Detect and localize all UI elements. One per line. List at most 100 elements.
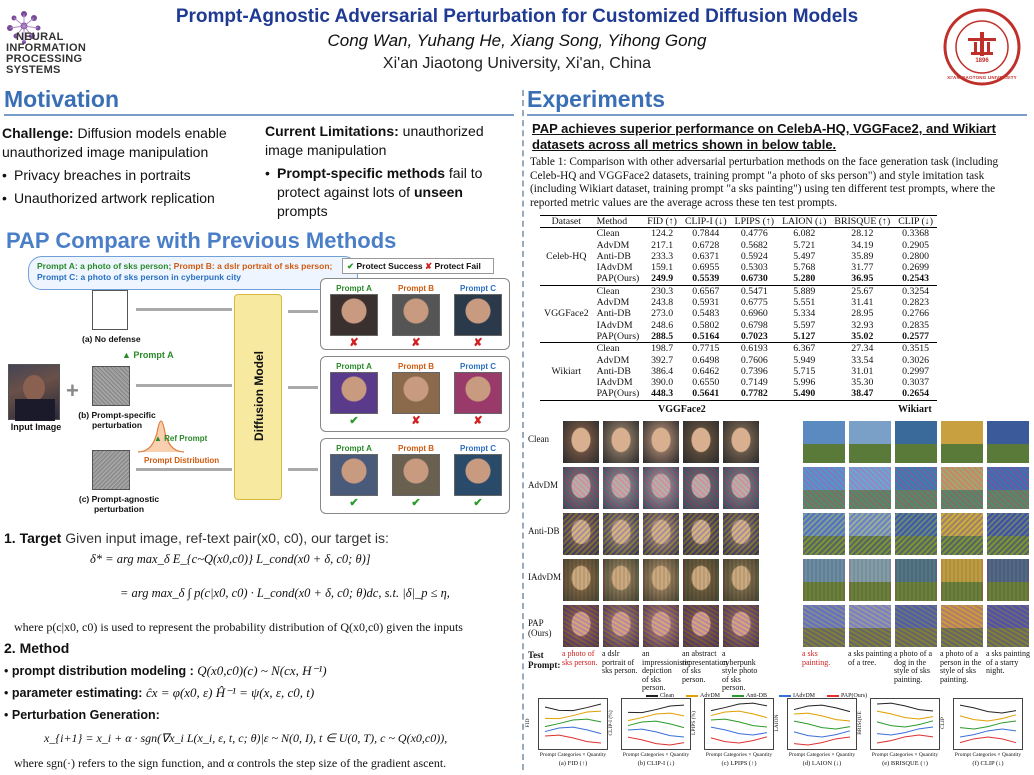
metric-cell: 35.30 [851,377,874,389]
plot-series-line [876,720,934,728]
legend-line-icon [732,694,745,697]
table-row: IAdvDM 248.6 0.5802 0.6798 5.597 32.93 0.2835 [540,320,937,331]
seal-center-text: 1896 [975,58,989,64]
metric-plot [953,698,1023,750]
qualitative-image [562,512,600,556]
method-cell: IAdvDM [596,377,633,389]
qualitative-image [562,604,600,648]
metric-cell: 448.3 [643,388,681,401]
plot-series-line [544,734,602,744]
plot-ylabel: CLIP-I (%) [608,710,614,736]
generated-image [454,454,502,496]
qualitative-image [940,512,984,556]
agnostic-perturbation [92,450,130,490]
method-cell: Clean [596,343,620,355]
metric-cell: 273.0 [651,308,674,320]
metric-cell: 0.2823 [902,297,930,309]
metric-cell: 243.8 [651,297,674,309]
qualitative-image [802,466,846,510]
grid-row-label: AdvDM [528,480,559,490]
prompt-dist-label: Prompt Distribution [144,456,220,465]
limitations-block: Current Limitations: unauthorized image … [265,122,515,221]
arrow [136,384,232,387]
metric-plot [787,698,857,750]
method-cell: Anti-DB [596,250,631,262]
ref-prompt-label: Ref Prompt [164,434,208,443]
check-icon: ✔ [473,497,483,509]
success-icon: ✔ [347,261,355,271]
method-cell: Clean [596,228,620,240]
qualitative-image [602,558,640,602]
qualitative-image [940,558,984,602]
diffusion-model-label: Diffusion Model [252,351,266,441]
legend-entry: Clean [660,693,674,699]
method-cell: AdvDM [596,239,630,251]
metric-cell: 0.2800 [902,250,930,262]
row-b-label: (b) Prompt-specific perturbation [78,410,156,430]
grid-row-label: Clean [528,434,549,444]
qualitative-image [602,604,640,648]
plot-series-line [876,702,934,712]
plot-lines [544,703,602,744]
metric-cell: 5.768 [793,262,816,274]
plot-xlabel: Prompt Categories × Quantity [954,752,1022,758]
output-col-label: Prompt C [460,284,496,293]
generated-image [454,372,502,414]
qualitative-image [848,604,892,648]
test-prompt: an impressionistic depiction of sks pers… [642,649,691,692]
metric-cell: 233.3 [651,250,674,262]
target-where: where p(c|x0, c0) is used to represent t… [14,620,463,634]
neurips-logo: NEURAL INFORMATION PROCESSING SYSTEMS [4,6,114,80]
fail-icon: ✘ [425,261,433,271]
plot-ylabel: LAION [774,714,780,732]
method-b2-eq: ĉx = φ(x0, ε) Ĥ⁻¹ = ψ(x, ε, c0, t) [145,685,315,700]
plot-caption: (c) LPIPS (↑) [721,760,757,767]
table-row: AdvDM 243.8 0.5931 0.6775 5.551 31.41 0.2823 [540,297,937,308]
plot-series-line [959,728,1017,738]
specific-perturbation [92,366,130,406]
metric-cell: 288.5 [643,330,681,344]
qualitative-image [602,512,640,556]
dataset-cell: VGGFace2 [540,285,593,344]
qualitative-image [562,420,600,464]
qualitative-image [986,466,1030,510]
plot-series-line [710,702,768,712]
output-col-label: Prompt B [398,362,434,371]
plot-series-line [627,736,685,746]
metric-cell: 159.1 [651,262,674,274]
metric-cell: 0.2835 [902,319,930,331]
qualitative-image [642,466,680,510]
metric-cell: 5.889 [793,285,816,297]
qualitative-image [802,420,846,464]
generated-image [392,372,440,414]
logo-line1: NEURAL [16,31,64,43]
prompt-a-text: Prompt A: a photo of sks person; [37,261,172,271]
method-cell: IAdvDM [596,319,633,331]
qualitative-image [894,466,938,510]
qualitative-image [894,420,938,464]
qualitative-image [682,466,720,510]
plus-icon: + [66,378,79,403]
plot-ylabel: BRISQUE [857,711,863,735]
plot-series-line [876,726,934,736]
prompt-a-tag: Prompt A [133,350,174,360]
poster-authors: Cong Wan, Yuhang He, Xiang Song, Yihong … [327,31,707,50]
metric-cell: 198.7 [651,343,674,355]
metric-cell: 0.6371 [692,250,720,262]
metric-cell: 35.89 [851,250,874,262]
metric-cell: 0.5924 [740,250,768,262]
plot-xlabel: Prompt Categories × Quantity [622,752,690,758]
qualitative-image [682,512,720,556]
table-row: AdvDM 392.7 0.6498 0.7606 5.949 33.54 0.3026 [540,355,937,366]
plot-lines [876,702,934,744]
metric-cell: 230.3 [651,285,674,297]
table-header-cell: LAION (↓) [778,214,831,229]
compare-heading: PAP Compare with Previous Methods [6,228,397,253]
plot-xlabel: Prompt Categories × Quantity [705,752,773,758]
challenge-bullet: Unauthorized artwork replication [2,189,257,208]
qualitative-image [722,466,760,510]
metric-cell: 0.2577 [894,330,937,344]
qualitative-image [682,604,720,648]
qualitative-image [642,512,680,556]
metric-plot [621,698,691,750]
